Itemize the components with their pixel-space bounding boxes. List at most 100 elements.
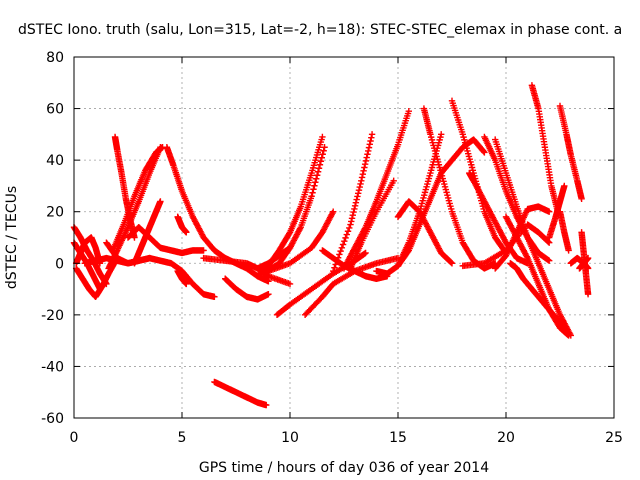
data-point bbox=[362, 157, 370, 165]
x-tick-label: 20 bbox=[497, 430, 515, 446]
data-series bbox=[459, 221, 553, 270]
data-point bbox=[265, 291, 272, 298]
y-tick-label: -40 bbox=[41, 359, 64, 375]
data-point bbox=[352, 199, 360, 206]
data-point bbox=[211, 293, 218, 301]
data-point bbox=[360, 167, 367, 175]
data-point bbox=[348, 215, 356, 222]
data-series bbox=[105, 144, 164, 272]
x-tick-label: 5 bbox=[178, 430, 187, 446]
data-point bbox=[336, 251, 343, 258]
data-point bbox=[157, 198, 164, 205]
data-point bbox=[330, 208, 337, 215]
data-point bbox=[561, 182, 568, 190]
data-point bbox=[368, 131, 376, 138]
data-series bbox=[109, 144, 166, 254]
y-tick-label: 40 bbox=[46, 153, 64, 169]
data-point bbox=[331, 264, 338, 271]
data-point bbox=[362, 249, 369, 257]
data-series bbox=[330, 131, 376, 275]
data-point bbox=[344, 228, 352, 235]
data-point bbox=[365, 147, 372, 155]
data-point bbox=[358, 177, 365, 184]
x-tick-label: 10 bbox=[281, 430, 299, 446]
data-point bbox=[183, 280, 190, 288]
data-point bbox=[364, 151, 371, 158]
data-point bbox=[313, 172, 321, 179]
data-series bbox=[124, 223, 207, 257]
axis-ticks: 0 5 10 15 20 25 -60 -40 -20 0 20 40 60 80 bbox=[41, 50, 623, 446]
plot-frame bbox=[73, 56, 615, 419]
data-series bbox=[492, 203, 553, 272]
data-point bbox=[565, 247, 572, 254]
data-point bbox=[321, 144, 328, 151]
chart-title: dSTEC Iono. truth (salu, Lon=315, Lat=-2… bbox=[18, 22, 622, 38]
y-tick-label: -60 bbox=[41, 411, 64, 427]
x-tick-label: 15 bbox=[389, 430, 407, 446]
data-point bbox=[342, 234, 349, 242]
data-point bbox=[356, 183, 363, 191]
data-point bbox=[317, 158, 325, 165]
data-series bbox=[103, 239, 218, 301]
data-series bbox=[222, 275, 272, 303]
data-point bbox=[313, 175, 320, 182]
y-tick-label: 20 bbox=[46, 205, 64, 221]
data-point bbox=[546, 257, 553, 264]
data-series bbox=[492, 136, 574, 339]
data-point bbox=[341, 237, 348, 245]
data-points bbox=[70, 82, 592, 409]
data-point bbox=[480, 148, 487, 155]
data-point bbox=[286, 280, 294, 288]
data-series bbox=[347, 177, 397, 272]
data-series bbox=[72, 254, 121, 301]
data-point bbox=[365, 144, 373, 151]
data-point bbox=[263, 401, 270, 409]
data-series bbox=[174, 213, 190, 236]
data-point bbox=[351, 202, 359, 210]
y-axis-label: dSTEC / TECUs bbox=[4, 186, 20, 289]
data-point bbox=[354, 190, 362, 197]
data-series bbox=[556, 102, 585, 203]
data-point bbox=[333, 257, 341, 265]
data-point bbox=[361, 160, 369, 168]
data-point bbox=[308, 193, 315, 200]
data-series bbox=[556, 208, 572, 254]
data-point bbox=[578, 195, 585, 203]
data-series bbox=[507, 260, 570, 334]
y-tick-label: -20 bbox=[41, 308, 64, 324]
data-point bbox=[368, 134, 375, 141]
data-point bbox=[309, 189, 316, 196]
data-point bbox=[349, 212, 356, 219]
data-point bbox=[448, 259, 455, 266]
data-point bbox=[337, 247, 344, 255]
y-tick-label: 0 bbox=[55, 256, 64, 272]
data-point bbox=[358, 174, 366, 181]
data-point bbox=[546, 208, 553, 215]
data-point bbox=[347, 221, 354, 228]
data-point bbox=[312, 179, 319, 186]
x-axis-label: GPS time / hours of day 036 of year 2014 bbox=[199, 460, 489, 476]
data-point bbox=[315, 165, 323, 172]
data-series bbox=[211, 378, 270, 409]
data-point bbox=[348, 218, 355, 225]
data-point bbox=[320, 147, 327, 154]
data-point bbox=[563, 327, 570, 334]
data-point bbox=[351, 205, 358, 213]
data-point bbox=[334, 254, 342, 261]
data-series bbox=[174, 267, 190, 288]
data-point bbox=[316, 161, 324, 168]
data-point bbox=[584, 254, 592, 262]
x-tick-label: 0 bbox=[70, 430, 79, 446]
data-series bbox=[394, 198, 456, 267]
data-point bbox=[286, 244, 294, 252]
data-point bbox=[330, 267, 337, 275]
data-point bbox=[353, 196, 360, 203]
data-point bbox=[310, 186, 317, 193]
y-tick-label: 80 bbox=[46, 50, 64, 66]
data-point bbox=[584, 291, 592, 298]
data-point bbox=[339, 241, 347, 248]
data-series bbox=[254, 244, 294, 272]
data-point bbox=[366, 141, 373, 148]
data-point bbox=[314, 168, 322, 175]
